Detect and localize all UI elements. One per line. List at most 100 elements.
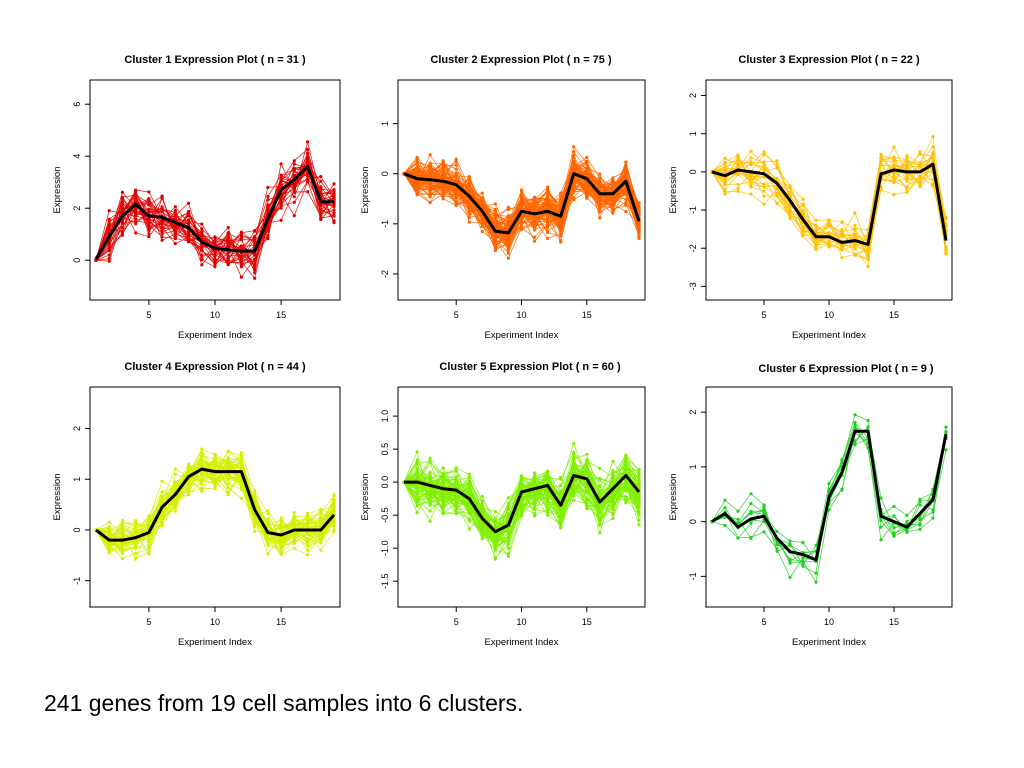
gene-point <box>775 202 779 206</box>
gene-point <box>332 194 336 198</box>
gene-point <box>279 179 283 183</box>
gene-point <box>493 537 497 541</box>
gene-point <box>173 503 177 507</box>
gene-point <box>213 457 217 461</box>
x-tick-label: 15 <box>276 617 286 627</box>
gene-point <box>226 235 230 239</box>
gene-point <box>213 235 217 239</box>
gene-point <box>585 490 589 495</box>
gene-point <box>120 557 124 561</box>
gene-point <box>480 533 484 537</box>
x-tick-label: 5 <box>146 310 151 320</box>
gene-point <box>559 510 563 514</box>
y-tick-label: 0 <box>688 519 698 524</box>
gene-point <box>441 494 445 498</box>
gene-point <box>853 420 857 425</box>
gene-profiles <box>94 447 336 561</box>
caption: 241 genes from 19 cell samples into 6 cl… <box>44 690 524 716</box>
gene-point <box>546 501 550 505</box>
gene-point <box>637 513 641 517</box>
gene-point <box>279 206 283 210</box>
gene-point <box>428 169 432 173</box>
gene-point <box>611 208 615 212</box>
gene-point <box>624 170 628 174</box>
gene-point <box>160 220 164 224</box>
gene-point <box>226 482 230 486</box>
gene-point <box>441 168 445 172</box>
gene-point <box>637 207 641 211</box>
gene-point <box>120 518 124 523</box>
gene-point <box>467 175 471 179</box>
x-tick-label: 5 <box>146 617 151 627</box>
chart-1: Cluster 1 Expression Plot ( n = 31 )5 10 1… <box>52 54 341 341</box>
gene-point <box>332 506 336 510</box>
x-tick-label: 10 <box>824 310 834 320</box>
gene-point <box>493 211 497 215</box>
gene-point <box>533 507 537 512</box>
gene-point <box>749 535 753 539</box>
gene-point <box>546 231 550 235</box>
gene-point <box>226 225 230 230</box>
gene-point <box>279 516 283 520</box>
gene-point <box>506 223 510 227</box>
gene-point <box>624 495 628 499</box>
gene-point <box>173 224 177 228</box>
gene-point <box>415 500 419 504</box>
gene-point <box>533 222 537 226</box>
gene-point <box>775 159 779 163</box>
gene-point <box>266 237 270 241</box>
gene-point <box>624 465 628 469</box>
gene-point <box>147 545 151 550</box>
gene-point <box>931 516 935 520</box>
gene-point <box>239 275 243 279</box>
gene-point <box>226 241 230 245</box>
gene-point <box>546 478 550 482</box>
gene-point <box>134 519 138 523</box>
gene-point <box>480 221 484 225</box>
gene-point <box>918 516 922 520</box>
gene-point <box>306 157 310 161</box>
gene-point <box>200 258 204 262</box>
gene-point <box>467 489 471 493</box>
gene-point <box>749 510 753 514</box>
gene-point <box>801 556 805 560</box>
gene-point <box>319 208 323 212</box>
gene-point <box>493 244 497 248</box>
gene-point <box>239 262 243 266</box>
gene-point <box>931 510 935 514</box>
gene-point <box>415 492 419 496</box>
gene-point <box>428 200 432 205</box>
gene-point <box>585 155 589 160</box>
gene-point <box>533 504 537 508</box>
gene-point <box>173 472 177 476</box>
gene-point <box>94 258 98 262</box>
gene-point <box>292 510 296 515</box>
gene-point <box>441 164 445 168</box>
gene-point <box>226 231 230 235</box>
gene-point <box>546 513 550 517</box>
gene-point <box>239 233 243 237</box>
gene-point <box>200 230 204 234</box>
gene-point <box>559 496 563 500</box>
gene-point <box>187 218 191 222</box>
gene-point <box>480 218 484 222</box>
x-tick-label: 5 <box>454 310 459 320</box>
gene-point <box>624 498 628 502</box>
gene-point <box>480 499 484 503</box>
gene-point <box>585 184 589 188</box>
gene-point <box>467 472 471 476</box>
gene-point <box>493 520 497 525</box>
gene-point <box>213 257 217 261</box>
gene-point <box>415 458 419 462</box>
gene-point <box>611 195 615 199</box>
gene-point <box>546 214 550 218</box>
gene-point <box>160 230 164 234</box>
gene-point <box>226 456 230 460</box>
gene-point <box>905 163 909 167</box>
gene-point <box>931 145 935 149</box>
gene-point <box>892 514 896 518</box>
gene-point <box>415 193 419 197</box>
gene-point <box>134 222 138 226</box>
gene-point <box>279 521 283 525</box>
